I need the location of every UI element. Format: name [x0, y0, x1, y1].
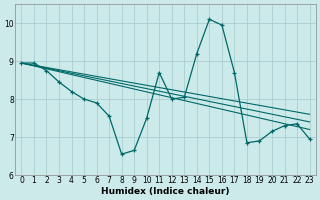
X-axis label: Humidex (Indice chaleur): Humidex (Indice chaleur) — [101, 187, 230, 196]
